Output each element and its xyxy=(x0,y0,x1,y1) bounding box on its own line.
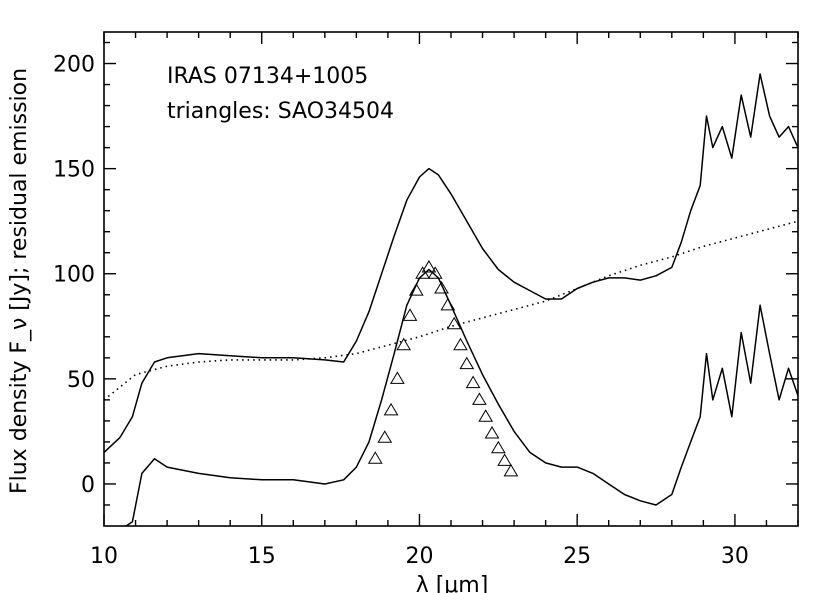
triangle-marker xyxy=(503,463,519,477)
y-tick-label: 100 xyxy=(53,263,95,288)
triangle-marker xyxy=(427,266,443,279)
triangle-marker xyxy=(440,297,456,311)
x-tick-label: 15 xyxy=(248,544,276,569)
triangle-marker xyxy=(453,337,468,351)
triangle-marker xyxy=(446,316,462,330)
triangle-marker xyxy=(402,308,418,321)
x-tick-label: 30 xyxy=(721,544,749,569)
triangle-marker xyxy=(497,453,513,466)
triangle-marker xyxy=(472,392,487,405)
triangle-marker xyxy=(408,283,424,296)
solid-series-line-0 xyxy=(104,73,798,453)
x-tick-label: 20 xyxy=(405,544,433,569)
data-lines xyxy=(104,73,798,526)
triangle-marker xyxy=(434,280,449,294)
triangle-marker xyxy=(484,426,500,439)
triangle-marker xyxy=(478,409,494,422)
triangle-marker xyxy=(377,430,393,443)
x-tick-label: 10 xyxy=(90,544,118,569)
dotted-series-line xyxy=(104,220,798,401)
tick-labels: 10 15 20 25 30 0 50 100 150 200 xyxy=(53,53,749,569)
y-tick-label: 0 xyxy=(81,473,95,498)
x-axis-title: λ [μm] xyxy=(416,573,489,593)
triangle-marker xyxy=(421,259,437,273)
y-tick-label: 150 xyxy=(53,158,95,183)
solid-series-line-1 xyxy=(124,268,798,526)
annotation-triangles: triangles: SAO34504 xyxy=(167,99,394,124)
triangle-marker xyxy=(383,402,399,416)
y-axis-title: Flux density F_ν [Jy]; residual emission xyxy=(7,68,32,494)
x-tick-label: 25 xyxy=(563,544,591,569)
annotation-object: IRAS 07134+1005 xyxy=(167,64,368,89)
triangle-marker xyxy=(389,371,405,384)
y-tick-label: 50 xyxy=(67,368,95,393)
triangle-marker xyxy=(490,440,506,454)
triangle-marker xyxy=(396,337,412,351)
ticks xyxy=(103,32,799,526)
triangle-marker xyxy=(465,375,481,389)
y-tick-label: 200 xyxy=(53,53,95,78)
triangle-markers xyxy=(367,259,519,477)
triangle-marker xyxy=(367,451,383,464)
triangle-marker xyxy=(415,266,430,279)
triangle-marker xyxy=(459,356,475,370)
